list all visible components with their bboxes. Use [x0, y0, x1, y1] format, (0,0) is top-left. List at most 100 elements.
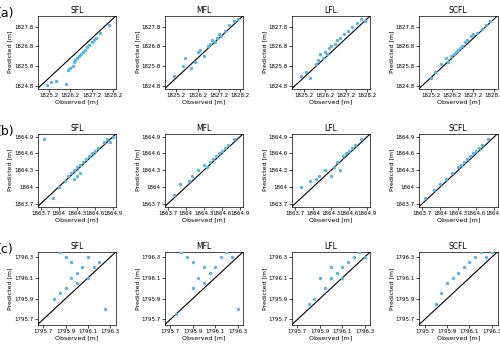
Point: [79, 49, 87, 55]
Point: [76, 162, 84, 167]
Point: [478, 142, 486, 148]
Point: [448, 170, 456, 176]
Point: [64, 173, 72, 179]
Point: [84, 254, 92, 260]
Point: [304, 301, 312, 307]
Point: [312, 176, 320, 181]
Point: [178, 63, 186, 69]
Point: [181, 55, 189, 61]
Y-axis label: Predicted [m]: Predicted [m]: [262, 149, 267, 192]
Point: [70, 59, 78, 65]
Point: [314, 57, 322, 63]
Point: [482, 254, 490, 260]
Title: SFL: SFL: [70, 124, 84, 133]
Point: [170, 193, 177, 198]
Point: [54, 184, 62, 190]
Point: [188, 285, 196, 291]
Point: [471, 254, 479, 260]
Title: LFL: LFL: [324, 242, 338, 251]
Point: [460, 265, 468, 270]
Y-axis label: Predicted [m]: Predicted [m]: [262, 267, 267, 310]
Point: [72, 270, 80, 276]
Point: [484, 137, 492, 142]
Point: [321, 167, 329, 173]
Title: MFL: MFL: [196, 6, 212, 15]
Point: [96, 30, 104, 35]
Point: [204, 44, 212, 49]
Point: [478, 26, 486, 31]
Point: [340, 32, 348, 37]
Point: [336, 167, 344, 173]
Point: [458, 162, 466, 167]
Point: [68, 63, 76, 69]
Point: [62, 254, 70, 260]
Point: [209, 156, 217, 162]
Point: [460, 159, 468, 165]
Y-axis label: Predicted [m]: Predicted [m]: [389, 149, 394, 192]
Title: SCFL: SCFL: [449, 124, 468, 133]
X-axis label: Observed [m]: Observed [m]: [310, 335, 353, 340]
Point: [345, 148, 353, 153]
Point: [344, 259, 352, 265]
Point: [355, 249, 363, 254]
Point: [72, 55, 80, 61]
Point: [431, 69, 439, 75]
Point: [466, 259, 473, 265]
Point: [172, 311, 180, 317]
Title: SFL: SFL: [70, 6, 84, 15]
Point: [79, 159, 87, 165]
Point: [187, 65, 195, 71]
Point: [361, 18, 369, 24]
Point: [170, 73, 178, 79]
Y-axis label: Predicted [m]: Predicted [m]: [135, 149, 140, 192]
X-axis label: Observed [m]: Observed [m]: [55, 99, 98, 104]
Point: [454, 165, 462, 170]
Point: [216, 254, 224, 260]
Point: [70, 167, 78, 173]
Point: [228, 254, 236, 260]
Point: [217, 34, 225, 39]
Point: [43, 82, 51, 87]
Point: [460, 40, 468, 45]
Point: [91, 148, 99, 153]
Point: [476, 145, 484, 151]
Y-axis label: Predicted [m]: Predicted [m]: [262, 31, 267, 73]
Title: MFL: MFL: [196, 242, 212, 251]
Point: [188, 259, 196, 265]
Point: [200, 280, 208, 286]
Point: [200, 53, 208, 59]
Title: SCFL: SCFL: [449, 242, 468, 251]
Point: [90, 265, 98, 270]
Point: [212, 153, 220, 159]
Point: [215, 151, 223, 156]
Point: [82, 156, 90, 162]
Point: [338, 265, 346, 270]
X-axis label: Observed [m]: Observed [m]: [436, 99, 480, 104]
Title: LFL: LFL: [324, 6, 338, 15]
Point: [208, 38, 216, 43]
Point: [72, 165, 80, 170]
Point: [325, 46, 333, 51]
X-axis label: Observed [m]: Observed [m]: [310, 99, 353, 104]
Point: [323, 51, 331, 57]
Point: [450, 51, 458, 57]
X-axis label: Observed [m]: Observed [m]: [55, 335, 98, 340]
Point: [350, 254, 358, 260]
Point: [192, 59, 200, 65]
Point: [60, 179, 68, 184]
Point: [327, 44, 335, 49]
Point: [106, 139, 114, 145]
Point: [226, 22, 234, 27]
Point: [462, 38, 470, 43]
Point: [327, 173, 335, 179]
Point: [206, 41, 214, 47]
Point: [194, 167, 202, 173]
Point: [297, 184, 305, 190]
Point: [194, 275, 202, 281]
Point: [436, 181, 444, 187]
Point: [185, 179, 193, 184]
Point: [230, 18, 237, 24]
Point: [94, 145, 102, 151]
Point: [224, 142, 232, 148]
Point: [426, 75, 434, 81]
